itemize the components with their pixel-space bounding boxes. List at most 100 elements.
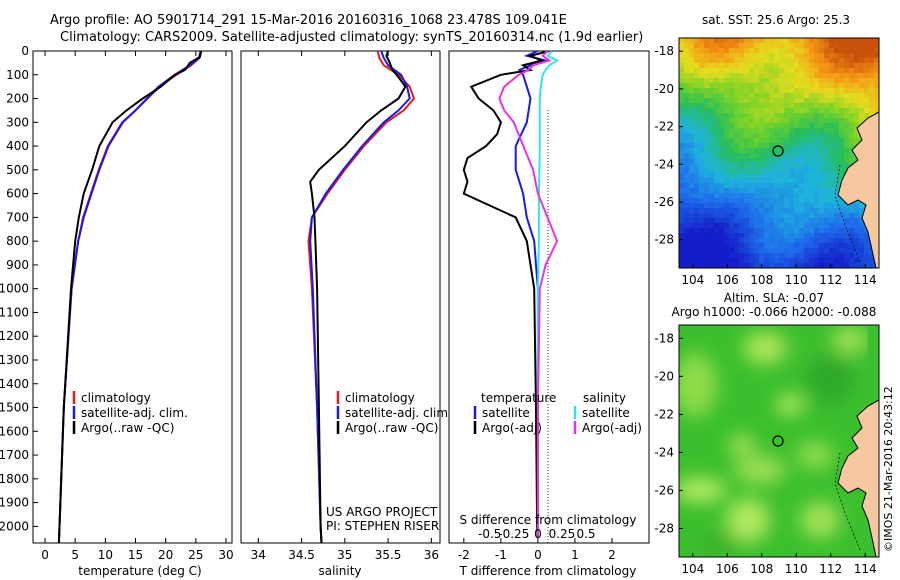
s-difference-ticks: -0.5-0.25 0 0.25 0.5 bbox=[478, 527, 596, 541]
sla-map-title-2: Argo h1000: -0.066 h2000: -0.088 bbox=[672, 305, 877, 319]
sst-map-frame bbox=[678, 37, 880, 269]
temperature-panel: 0100200300400500600700800900100011001200… bbox=[0, 44, 234, 578]
imos-credit: ©IMOS 21-Mar-2016 20:43:12 bbox=[882, 386, 895, 552]
s-tick-label: -0.25 bbox=[498, 527, 529, 541]
x-tick-label: -1 bbox=[495, 548, 507, 562]
lon-tick-label: 114 bbox=[854, 273, 877, 287]
lat-tick-label: -20 bbox=[654, 369, 674, 383]
legend-salinity-title: salinity bbox=[583, 391, 626, 405]
s-tick-label: 0.25 bbox=[549, 527, 576, 541]
depth-tick-label: 1900 bbox=[0, 496, 29, 510]
line-temperature-argo-raw-qc bbox=[57, 51, 203, 543]
lon-tick-label: 104 bbox=[681, 273, 704, 287]
sst-map-title: sat. SST: 25.6 Argo: 25.3 bbox=[702, 13, 850, 27]
depth-tick-label: 1200 bbox=[0, 329, 29, 343]
temperature-legend: climatology satellite-adj. clim. Argo(..… bbox=[72, 391, 188, 435]
salinity-lines bbox=[307, 51, 416, 543]
sst-map-panel: sat. SST: 25.6 Argo: 25.3 104 106 108 110 11… bbox=[654, 13, 880, 287]
difference-legend: temperature satellite Argo(-adj) salinit… bbox=[473, 391, 642, 435]
s-tick-label: -0.5 bbox=[478, 527, 501, 541]
legend-argo: Argo(..raw -QC) bbox=[81, 421, 174, 435]
x-tick-label: 2 bbox=[608, 548, 616, 562]
lon-tick-label: 108 bbox=[750, 273, 773, 287]
legend-s-satellite: satellite bbox=[582, 406, 630, 420]
salinity-panel: 34 34.5 35 35.5 36 climatology satellite-adj… bbox=[240, 50, 452, 578]
t-difference-label: T difference from climatology bbox=[459, 564, 637, 578]
lat-tick-label: -22 bbox=[654, 120, 674, 134]
x-tick-label: 15 bbox=[128, 548, 143, 562]
project-annotation: US ARGO PROJECT bbox=[326, 505, 438, 519]
salinity-xlabel: salinity bbox=[318, 564, 361, 578]
lat-tick-label: -18 bbox=[654, 44, 674, 58]
legend-satellite-adj: satellite-adj. clim. bbox=[81, 406, 188, 420]
depth-tick-label: 1000 bbox=[0, 282, 29, 296]
sla-map-panel: Altim. SLA: -0.07 Argo h1000: -0.066 h20… bbox=[654, 291, 895, 576]
depth-tick-label: 1100 bbox=[0, 305, 29, 319]
depth-tick-label: 1800 bbox=[0, 472, 29, 486]
x-tick-label: 35 bbox=[337, 548, 352, 562]
sst-float-marker bbox=[772, 145, 784, 157]
pi-annotation: PI: STEPHEN RISER bbox=[326, 519, 439, 533]
lon-tick-label: 112 bbox=[819, 562, 842, 576]
temperature-x-axis: 0 5 10 15 20 25 30 bbox=[41, 51, 234, 562]
depth-tick-label: 500 bbox=[6, 163, 29, 177]
lon-tick-label: 110 bbox=[785, 562, 808, 576]
difference-lines bbox=[462, 51, 560, 539]
lat-tick-label: -24 bbox=[654, 157, 674, 171]
line-salinity-argo-raw-qc bbox=[309, 51, 407, 543]
sst-coastline bbox=[834, 111, 879, 268]
line-salinity-satellite-adj-clim bbox=[309, 51, 411, 543]
depth-tick-label: 1500 bbox=[0, 401, 29, 415]
x-tick-label: 5 bbox=[71, 548, 79, 562]
lon-tick-label: 110 bbox=[785, 273, 808, 287]
depth-tick-label: 1700 bbox=[0, 448, 29, 462]
legend-satellite-adj: satellite-adj. clim. bbox=[345, 406, 452, 420]
lat-tick-label: -24 bbox=[654, 445, 674, 459]
difference-x-axis: -2 -1 0 1 2 bbox=[458, 538, 616, 562]
salinity-x-axis: 34 34.5 35 35.5 36 bbox=[251, 51, 439, 562]
title-line-2: Climatology: CARS2009. Satellite-adjuste… bbox=[60, 30, 644, 45]
depth-tick-label: 2000 bbox=[0, 519, 29, 533]
lat-tick-label: -28 bbox=[654, 521, 674, 535]
salinity-frame bbox=[240, 50, 441, 544]
line-s-argo-adj bbox=[498, 51, 559, 539]
lat-tick-label: -20 bbox=[654, 82, 674, 96]
x-tick-label: 0 bbox=[41, 548, 49, 562]
sst-heatmap bbox=[679, 38, 879, 268]
s-tick-label: 0.5 bbox=[576, 527, 595, 541]
legend-t-satellite: satellite bbox=[482, 406, 530, 420]
sla-map-frame bbox=[678, 324, 880, 558]
salinity-legend: climatology satellite-adj. clim. Argo(..… bbox=[336, 391, 452, 435]
depth-tick-label: 900 bbox=[6, 258, 29, 272]
difference-panel: -2 -1 0 1 2 temperature satellite Argo(-adj)… bbox=[448, 50, 650, 578]
temperature-frame bbox=[32, 50, 233, 544]
sla-map-title-1: Altim. SLA: -0.07 bbox=[724, 291, 824, 305]
depth-tick-label: 300 bbox=[6, 115, 29, 129]
lat-tick-label: -18 bbox=[654, 331, 674, 345]
depth-tick-label: 1600 bbox=[0, 424, 29, 438]
lon-tick-label: 112 bbox=[819, 273, 842, 287]
x-tick-label: 34.5 bbox=[288, 548, 315, 562]
x-tick-label: 10 bbox=[98, 548, 113, 562]
depth-tick-label: 1400 bbox=[0, 377, 29, 391]
depth-tick-label: 600 bbox=[6, 187, 29, 201]
x-tick-label: 1 bbox=[571, 548, 579, 562]
lon-tick-label: 106 bbox=[716, 273, 739, 287]
title-line-1: Argo profile: AO 5901714_291 15-Mar-2016… bbox=[50, 13, 567, 28]
lon-tick-label: 106 bbox=[716, 562, 739, 576]
lon-tick-label: 114 bbox=[854, 562, 877, 576]
s-difference-label: S difference from climatology bbox=[460, 513, 637, 527]
lon-tick-label: 104 bbox=[681, 562, 704, 576]
difference-frame bbox=[448, 50, 650, 544]
lat-tick-label: -28 bbox=[654, 233, 674, 247]
depth-tick-label: 400 bbox=[6, 139, 29, 153]
legend-argo: Argo(..raw -QC) bbox=[345, 421, 438, 435]
lon-tick-label: 108 bbox=[750, 562, 773, 576]
lat-tick-label: -22 bbox=[654, 407, 674, 421]
temperature-lines bbox=[57, 51, 203, 543]
x-tick-label: 30 bbox=[218, 548, 233, 562]
sla-axes: 104 106 108 110 112 114 -18 -20 -22 -24 -26 -28 bbox=[654, 331, 876, 576]
depth-tick-label: 700 bbox=[6, 210, 29, 224]
legend-temperature-title: temperature bbox=[481, 391, 556, 405]
